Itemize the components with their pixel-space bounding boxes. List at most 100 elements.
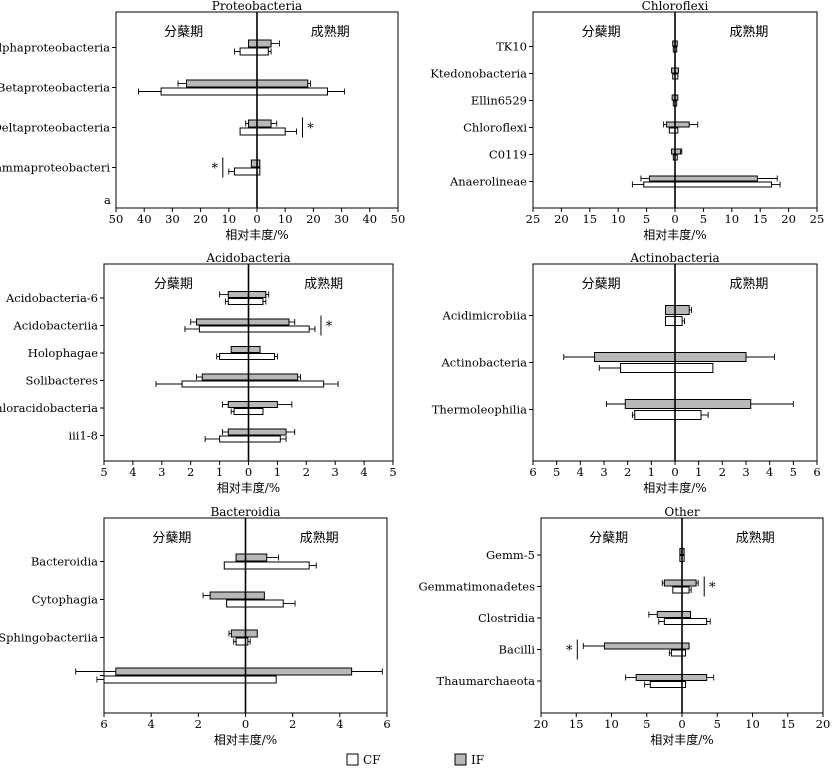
bar-if [230,346,261,353]
x-tick-label: 5 [553,465,560,479]
significance-star: * [326,320,333,335]
x-tick-label: 3 [158,465,165,479]
legend-swatch-cf [346,753,359,766]
x-tick-label: 50 [391,212,406,226]
bar-cf [219,353,276,360]
x-tick-label: 15 [569,717,584,731]
bar-if [594,352,747,362]
category-label: Acidobacteria-6 [5,291,98,305]
bar-if [648,175,758,182]
category-label: Alphaproteobacteria [0,41,110,55]
x-tick-label: 5 [700,212,707,226]
panel-actinobacteria: Actinobacteria 分蘖期 成熟期 6 5 4 3 2 1 0 1 2 3 4 5 6 相对丰度/% A… [432,251,821,495]
x-axis-label: 相对丰度/% [217,480,280,495]
panel-title: Bacteroidia [210,505,280,519]
bar-if [209,591,265,600]
x-tick-label: 2 [624,465,631,479]
x-tick-label: 0 [678,717,685,731]
panel-title: Acidobacteria [205,251,290,265]
x-tick-label: 50 [109,212,124,226]
x-tick-label: 10 [611,212,626,226]
panel-title: Other [664,505,699,519]
bar-if [186,79,309,88]
bar-if [201,373,299,381]
bar-if [115,667,353,676]
x-tick-label: 2 [195,717,202,731]
bar-cf [223,561,310,570]
panel-title: Proteobacteria [212,0,302,13]
x-tick-label: 20 [554,212,569,226]
x-tick-label: 4 [336,717,343,731]
category-label: Gemmatimonadetes [418,580,535,594]
significance-star: * [212,162,219,177]
x-tick-label: 30 [334,212,349,226]
x-tick-label: 20 [306,212,321,226]
bar-cf [663,618,708,625]
bar-cf [198,325,310,333]
panel-letter: a [104,193,111,207]
x-tick-label: 4 [148,717,155,731]
x-tick-label: 2 [303,465,310,479]
bar-if [227,428,287,436]
x-tick-label: 25 [526,212,541,226]
x-tick-label: 20 [816,717,831,731]
category-label: Actinobacteria [441,356,528,370]
category-label: Anaerolineae [449,175,527,189]
category-label: Bacilli [499,643,536,657]
x-tick-label: 15 [753,212,768,226]
bar-cf [160,87,328,96]
x-tick-label: 5 [714,717,721,731]
x-tick-label: 6 [529,465,536,479]
legend-label-cf: CF [363,753,381,767]
legend-swatch-if [454,753,467,766]
panel-title: Chloroflexi [642,0,709,13]
panel-bacteroidia: Bacteroidia 分蘖期 成熟期 6 4 2 0 2 4 6 相对丰度/% Bacteroidi… [0,505,391,747]
bar-cf [239,47,269,56]
bar-if [248,119,272,128]
bar-if [248,39,272,48]
x-tick-label: 2 [719,465,726,479]
category-label: Clostridia [478,611,535,625]
bar-if [665,305,690,315]
bar-cf [665,316,683,326]
stage-label-left: 分蘖期 [582,277,621,292]
category-label: Thermoleophilia [432,403,527,417]
category-label: Ktedonobacteria [430,67,527,81]
bar-if [227,291,267,298]
stage-label-left: 分蘖期 [589,531,628,546]
x-tick-label: 1 [695,465,702,479]
bar-cf [634,410,702,420]
x-tick-label: 1 [216,465,223,479]
x-tick-label: 0 [671,212,678,226]
stage-label-left: 分蘖期 [152,531,191,546]
category-label: iii1-8 [68,429,98,443]
x-axis-label: 相对丰度/% [225,227,288,242]
bar-cf [219,435,281,443]
panel-proteobacteria: Proteobacteria 分蘖期 成熟期 50 40 30 20 10 0 10 20 30 40 5… [0,0,405,242]
bar-cf [649,681,687,688]
x-tick-label: 0 [242,717,249,731]
bar-if [671,148,682,155]
category-label: Acidimicrobiia [442,309,528,323]
bar-cf [233,167,261,176]
category-label: TK10 [496,40,527,54]
bar-if [635,674,708,681]
stage-label-right: 成熟期 [304,276,343,292]
bar-if [195,318,290,326]
bar-cf [103,675,277,684]
category-label: Acidobacteriia [12,319,98,333]
x-tick-label: 6 [100,717,107,731]
stage-label-right: 成熟期 [736,530,775,546]
category-label: Gammaproteobacteri [0,161,110,175]
category-label: Thaumarchaeota [436,674,535,688]
x-tick-label: 0 [671,465,678,479]
bar-cf [226,599,284,608]
bar-if [227,401,278,408]
stage-label-right: 成熟期 [729,276,768,292]
x-axis-label: 相对丰度/% [214,732,277,747]
category-label: Sphingobacteriia [0,631,98,645]
panel-acidobacteria: Acidobacteria 分蘖期 成熟期 5 4 3 2 1 0 1 2 3 4 5 相对丰度/% Acid… [0,251,397,495]
x-axis-label: 相对丰度/% [643,227,706,242]
x-tick-label: 6 [383,717,390,731]
